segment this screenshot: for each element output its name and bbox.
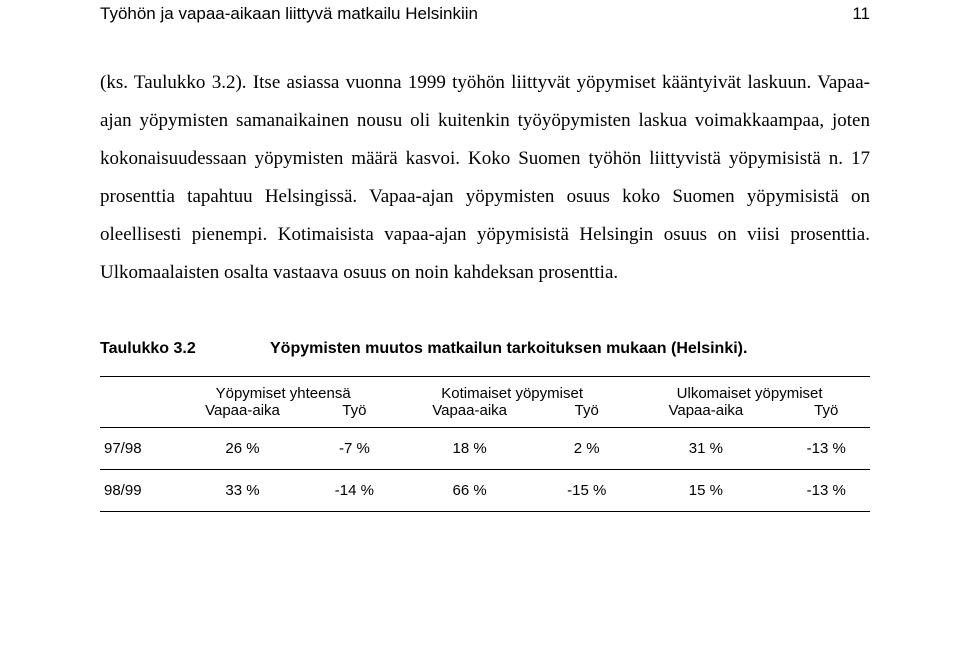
page-number: 11: [852, 4, 870, 24]
cell-1-0: 33 %: [171, 470, 314, 512]
row-label-1: 98/99: [100, 470, 171, 512]
table-row: 97/98 26 % -7 % 18 % 2 % 31 % -13 %: [100, 428, 870, 470]
table-subcorner-cell: [100, 402, 171, 428]
cell-0-1: -7 %: [314, 428, 395, 470]
col-sub-2-1: Työ: [783, 402, 870, 428]
header-title: Työhön ja vapaa-aikaan liittyvä matkailu…: [100, 4, 478, 24]
table-label: Taulukko 3.2: [100, 340, 270, 358]
col-group-0: Yöpymiset yhteensä: [171, 377, 395, 403]
cell-0-3: 2 %: [544, 428, 629, 470]
cell-1-2: 66 %: [395, 470, 544, 512]
col-sub-0-0: Vapaa-aika: [171, 402, 314, 428]
cell-1-5: -13 %: [783, 470, 870, 512]
col-group-1: Kotimaiset yöpymiset: [395, 377, 629, 403]
cell-1-3: -15 %: [544, 470, 629, 512]
cell-0-2: 18 %: [395, 428, 544, 470]
cell-1-4: 15 %: [629, 470, 782, 512]
col-sub-2-0: Vapaa-aika: [629, 402, 782, 428]
col-sub-1-1: Työ: [544, 402, 629, 428]
cell-0-5: -13 %: [783, 428, 870, 470]
cell-0-4: 31 %: [629, 428, 782, 470]
body-paragraph: (ks. Taulukko 3.2). Itse asiassa vuonna …: [100, 64, 870, 292]
table-corner-cell: [100, 377, 171, 403]
cell-0-0: 26 %: [171, 428, 314, 470]
data-table: Yöpymiset yhteensä Kotimaiset yöpymiset …: [100, 376, 870, 512]
col-sub-0-1: Työ: [314, 402, 395, 428]
table-caption: Yöpymisten muutos matkailun tarkoituksen…: [270, 340, 747, 358]
table-row: 98/99 33 % -14 % 66 % -15 % 15 % -13 %: [100, 470, 870, 512]
row-label-0: 97/98: [100, 428, 171, 470]
page-header: Työhön ja vapaa-aikaan liittyvä matkailu…: [100, 0, 870, 24]
col-sub-1-0: Vapaa-aika: [395, 402, 544, 428]
cell-1-1: -14 %: [314, 470, 395, 512]
col-group-2: Ulkomaiset yöpymiset: [629, 377, 870, 403]
table-caption-row: Taulukko 3.2 Yöpymisten muutos matkailun…: [100, 340, 870, 358]
